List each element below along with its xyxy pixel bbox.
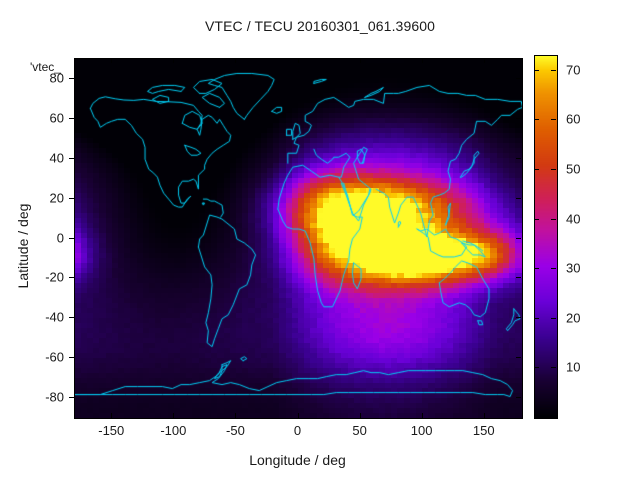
colorbar-tick-mark <box>551 69 556 71</box>
x-tick-mark-top <box>111 58 113 63</box>
x-tick-label: -100 <box>160 423 187 438</box>
y-tick-mark-right <box>516 197 521 199</box>
colorbar-tick-mark <box>534 218 539 220</box>
y-tick-mark <box>69 197 74 199</box>
y-tick-label: -40 <box>45 309 64 325</box>
colorbar-tick-mark <box>534 169 539 171</box>
x-tick-mark <box>359 413 361 418</box>
colorbar-tick-label: 70 <box>566 62 581 78</box>
y-tick-mark <box>69 157 74 159</box>
colorbar-tick-label: 20 <box>566 310 581 326</box>
colorbar-tick-mark <box>534 317 539 319</box>
y-tick-mark-right <box>516 117 521 119</box>
x-tick-label: -150 <box>98 423 125 438</box>
colorbar-tick-label: 40 <box>566 211 581 227</box>
x-tick-label: -50 <box>226 423 245 438</box>
colorbar-tick-mark <box>551 119 556 121</box>
x-tick-mark-top <box>359 58 361 63</box>
y-tick-mark <box>69 317 74 319</box>
y-tick-label: 0 <box>56 230 64 245</box>
stray-key-label: 'vtec_ <box>30 60 61 74</box>
y-tick-mark-right <box>516 397 521 399</box>
y-tick-mark <box>69 357 74 359</box>
y-tick-mark <box>69 397 74 399</box>
colorbar-tick-mark <box>534 367 539 369</box>
x-tick-mark <box>297 413 299 418</box>
y-tick-label: 80 <box>49 70 64 86</box>
y-tick-mark <box>69 117 74 119</box>
y-tick-label: 20 <box>49 190 64 206</box>
colorbar-tick-mark <box>551 367 556 369</box>
y-tick-label: 40 <box>49 150 64 166</box>
colorbar-tick-mark <box>551 268 556 270</box>
colorbar-tick-mark <box>534 268 539 270</box>
coastline-overlay <box>75 59 522 418</box>
y-tick-label: 60 <box>49 110 64 126</box>
y-tick-mark-right <box>516 277 521 279</box>
colorbar[interactable] <box>534 55 558 419</box>
y-tick-mark <box>69 77 74 79</box>
x-axis-title: Longitude / deg <box>249 452 346 468</box>
colorbar-tick-mark <box>534 119 539 121</box>
x-tick-mark-top <box>421 58 423 63</box>
y-tick-label: -20 <box>45 269 64 285</box>
colorbar-tick-label: 30 <box>566 260 581 276</box>
x-tick-mark-top <box>173 58 175 63</box>
x-tick-label: 150 <box>472 423 495 438</box>
colorbar-tick-mark <box>551 169 556 171</box>
colorbar-tick-label: 60 <box>566 111 581 127</box>
y-tick-mark <box>69 277 74 279</box>
y-tick-mark-right <box>516 357 521 359</box>
y-tick-mark <box>69 237 74 239</box>
page-title: VTEC / TECU 20160301_061.39600 <box>204 18 435 34</box>
x-tick-mark <box>111 413 113 418</box>
colorbar-gradient <box>535 56 557 418</box>
plot-area[interactable] <box>74 58 523 419</box>
colorbar-tick-label: 10 <box>566 359 581 375</box>
x-tick-label: 100 <box>410 423 433 438</box>
x-tick-mark <box>483 413 485 418</box>
colorbar-tick-label: 50 <box>566 161 581 177</box>
y-tick-mark-right <box>516 77 521 79</box>
x-tick-mark-top <box>483 58 485 63</box>
y-tick-label: -80 <box>45 389 64 405</box>
colorbar-tick-mark <box>551 317 556 319</box>
y-tick-label: -60 <box>45 349 64 365</box>
colorbar-tick-mark <box>551 218 556 220</box>
y-tick-mark-right <box>516 157 521 159</box>
y-tick-mark-right <box>516 317 521 319</box>
x-tick-mark <box>421 413 423 418</box>
x-tick-mark-top <box>297 58 299 63</box>
x-tick-label: 0 <box>293 423 302 438</box>
x-tick-mark <box>235 413 237 418</box>
x-tick-label: 50 <box>352 423 367 438</box>
y-tick-mark-right <box>516 237 521 239</box>
colorbar-tick-mark <box>534 69 539 71</box>
x-tick-mark-top <box>235 58 237 63</box>
x-tick-mark <box>173 413 175 418</box>
